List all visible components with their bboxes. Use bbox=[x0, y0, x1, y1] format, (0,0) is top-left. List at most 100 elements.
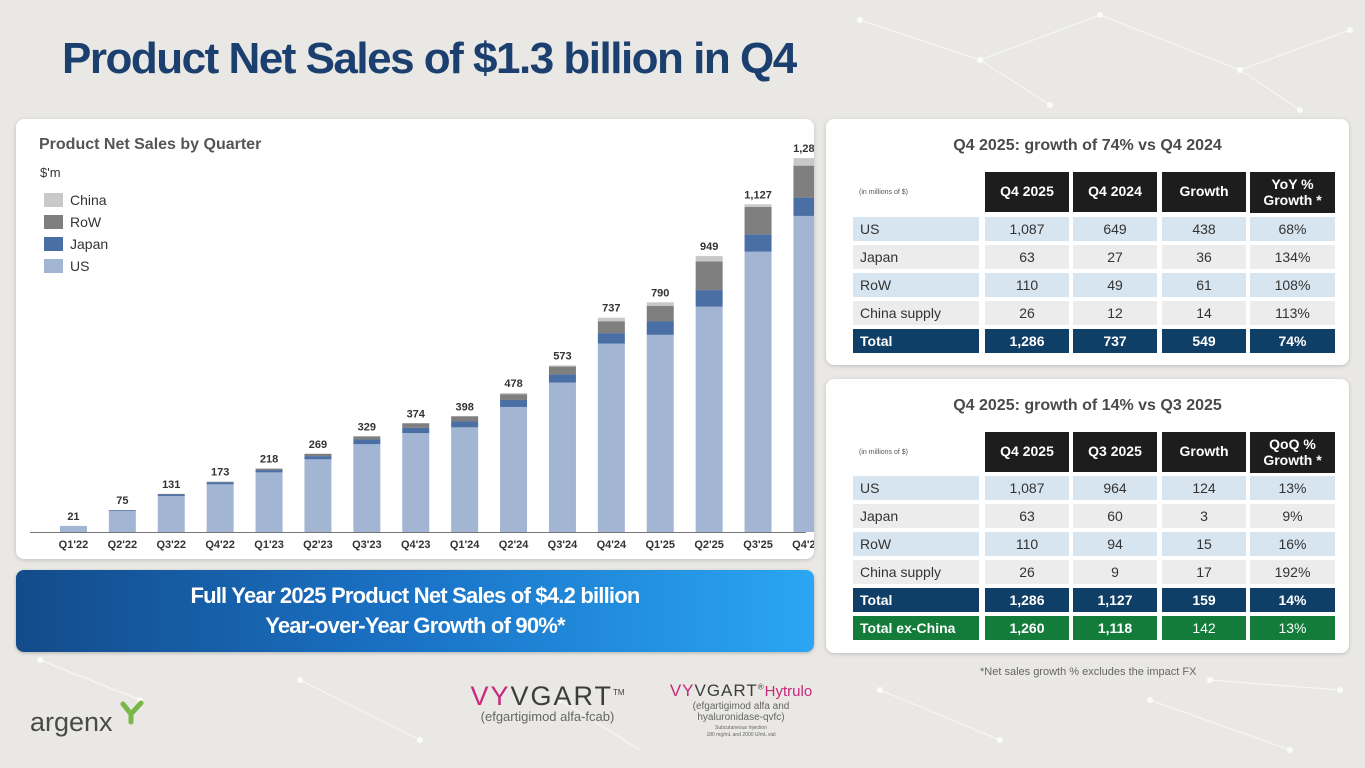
row-value-v2: 60 bbox=[1073, 504, 1157, 528]
bar-china-15 bbox=[793, 158, 814, 166]
bar-china-10 bbox=[548, 365, 576, 367]
bar-total-label: 374 bbox=[407, 408, 426, 420]
yoy-header-3: YoY % Growth * bbox=[1250, 172, 1335, 213]
qoq-table-row: US 1,087 964 124 13% bbox=[853, 476, 1337, 500]
yoy-table-card: Q4 2025: growth of 74% vs Q4 2024 (in mi… bbox=[826, 119, 1349, 365]
bar-row-6 bbox=[353, 436, 381, 440]
yoy-table-row: US 1,087 649 438 68% bbox=[853, 217, 1337, 241]
bar-total-label: 949 bbox=[700, 241, 718, 253]
vyvgart-trademark: TM bbox=[613, 688, 625, 697]
row-label: US bbox=[853, 217, 979, 241]
yoy-table-row: China supply 26 12 14 113% bbox=[853, 301, 1337, 325]
bar-us-13 bbox=[695, 306, 723, 532]
row-value-v2: 12 bbox=[1073, 301, 1157, 325]
hytrulo-tiny-2: 180 mg/mL and 2000 U/mL vial bbox=[706, 732, 776, 738]
row-value-v1: 63 bbox=[985, 504, 1069, 528]
row-value-g: 142 bbox=[1162, 616, 1246, 640]
bar-japan-14 bbox=[744, 234, 772, 252]
row-label: Total ex-China bbox=[853, 616, 979, 640]
x-tick-label: Q4'24 bbox=[597, 539, 627, 551]
bar-us-14 bbox=[744, 251, 772, 532]
row-value-g: 61 bbox=[1162, 273, 1246, 297]
bar-total-label: 173 bbox=[211, 467, 229, 479]
row-label: RoW bbox=[853, 532, 979, 556]
bar-us-0 bbox=[59, 525, 87, 532]
qoq-table-row: Japan 63 60 3 9% bbox=[853, 504, 1337, 528]
row-value-v1: 1,286 bbox=[985, 588, 1069, 612]
vyvgart-letter-y: Y bbox=[490, 681, 511, 711]
legend-item-us: US bbox=[44, 255, 108, 277]
x-tick-label: Q1'22 bbox=[59, 539, 89, 551]
row-value-v2: 1,118 bbox=[1073, 616, 1157, 640]
chart-card: 21 Q1'22 75 Q2'22 131 Q3'22 173 Q4'22 218 Q1'23 26… bbox=[16, 119, 814, 559]
bar-total-label: 790 bbox=[651, 287, 669, 299]
bar-total-label: 75 bbox=[116, 495, 128, 507]
x-tick-label: Q2'24 bbox=[499, 539, 529, 551]
qoq-table-row: RoW 110 94 15 16% bbox=[853, 532, 1337, 556]
legend-item-row: RoW bbox=[44, 211, 108, 233]
row-label: Japan bbox=[853, 504, 979, 528]
legend-item-japan: Japan bbox=[44, 233, 108, 255]
row-value-p: 13% bbox=[1250, 616, 1335, 640]
bar-japan-1 bbox=[108, 510, 136, 512]
row-value-v2: 737 bbox=[1073, 329, 1157, 353]
row-label: China supply bbox=[853, 301, 979, 325]
row-value-v2: 49 bbox=[1073, 273, 1157, 297]
qoq-table-row: Total ex-China 1,260 1,118 142 13% bbox=[853, 616, 1337, 640]
row-value-v1: 110 bbox=[985, 273, 1069, 297]
x-tick-label: Q4'23 bbox=[401, 539, 431, 551]
hytrulo-registered: ® bbox=[757, 682, 765, 692]
qoq-table-row: China supply 26 9 17 192% bbox=[853, 560, 1337, 584]
bar-us-15 bbox=[793, 215, 814, 532]
bar-total-label: 398 bbox=[455, 401, 473, 413]
bar-row-10 bbox=[548, 366, 576, 375]
bar-us-8 bbox=[451, 427, 479, 532]
bar-japan-15 bbox=[793, 197, 814, 216]
footnote: *Net sales growth % excludes the impact … bbox=[980, 666, 1197, 678]
yoy-table-row: Japan 63 27 36 134% bbox=[853, 245, 1337, 269]
row-label: Japan bbox=[853, 245, 979, 269]
bar-row-13 bbox=[695, 261, 723, 291]
row-value-v2: 964 bbox=[1073, 476, 1157, 500]
row-value-p: 74% bbox=[1250, 329, 1335, 353]
bar-us-1 bbox=[108, 511, 136, 532]
row-value-v1: 1,087 bbox=[985, 476, 1069, 500]
page-title: Product Net Sales of $1.3 billion in Q4 bbox=[62, 34, 797, 83]
vyvgart-hytrulo-logo: VYVGART®Hytrulo (efgartigimod alfa and h… bbox=[656, 681, 826, 739]
row-value-v2: 649 bbox=[1073, 217, 1157, 241]
row-value-p: 16% bbox=[1250, 532, 1335, 556]
bar-japan-9 bbox=[500, 399, 528, 407]
bar-us-5 bbox=[304, 459, 332, 532]
yoy-table-title: Q4 2025: growth of 74% vs Q4 2024 bbox=[953, 137, 1222, 154]
bar-total-label: 329 bbox=[358, 421, 376, 433]
row-value-g: 36 bbox=[1162, 245, 1246, 269]
bar-row-15 bbox=[793, 165, 814, 198]
x-tick-label: Q1'25 bbox=[645, 539, 675, 551]
row-label: Total bbox=[853, 329, 979, 353]
x-tick-label: Q1'23 bbox=[254, 539, 284, 551]
row-value-p: 108% bbox=[1250, 273, 1335, 297]
bar-us-10 bbox=[548, 382, 576, 532]
bar-japan-7 bbox=[402, 427, 430, 434]
qoq-header-pct-line2: Growth * bbox=[1263, 451, 1322, 468]
banner-line-2: Year-over-Year Growth of 90%* bbox=[265, 613, 565, 638]
bar-us-12 bbox=[646, 334, 674, 532]
bar-row-2 bbox=[157, 493, 185, 495]
bar-us-6 bbox=[353, 444, 381, 532]
bar-total-label: 478 bbox=[504, 378, 522, 390]
hytrulo-letter-v: V bbox=[669, 681, 683, 700]
row-value-g: 124 bbox=[1162, 476, 1246, 500]
bar-row-11 bbox=[597, 321, 625, 334]
row-value-g: 3 bbox=[1162, 504, 1246, 528]
bar-us-7 bbox=[402, 433, 430, 532]
bar-total-label: 1,286 bbox=[793, 143, 814, 155]
qoq-header-3: QoQ % Growth * bbox=[1250, 432, 1335, 473]
row-value-v2: 27 bbox=[1073, 245, 1157, 269]
yoy-header-0: Q4 2025 bbox=[985, 172, 1069, 212]
vyvgart-logo: VYVGARTTM (efgartigimod alfa-fcab) bbox=[465, 681, 630, 724]
yoy-header-2: Growth bbox=[1162, 172, 1246, 212]
bar-china-14 bbox=[744, 204, 772, 207]
vyvgart-word-rest: VGART bbox=[510, 681, 613, 711]
row-value-g: 14 bbox=[1162, 301, 1246, 325]
row-value-p: 68% bbox=[1250, 217, 1335, 241]
